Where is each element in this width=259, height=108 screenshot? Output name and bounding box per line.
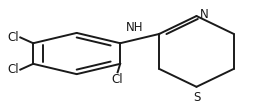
- Text: Cl: Cl: [8, 63, 19, 76]
- Text: N: N: [200, 8, 209, 21]
- Text: S: S: [193, 91, 200, 104]
- Text: Cl: Cl: [112, 73, 124, 86]
- Text: NH: NH: [126, 21, 144, 34]
- Text: Cl: Cl: [8, 31, 19, 44]
